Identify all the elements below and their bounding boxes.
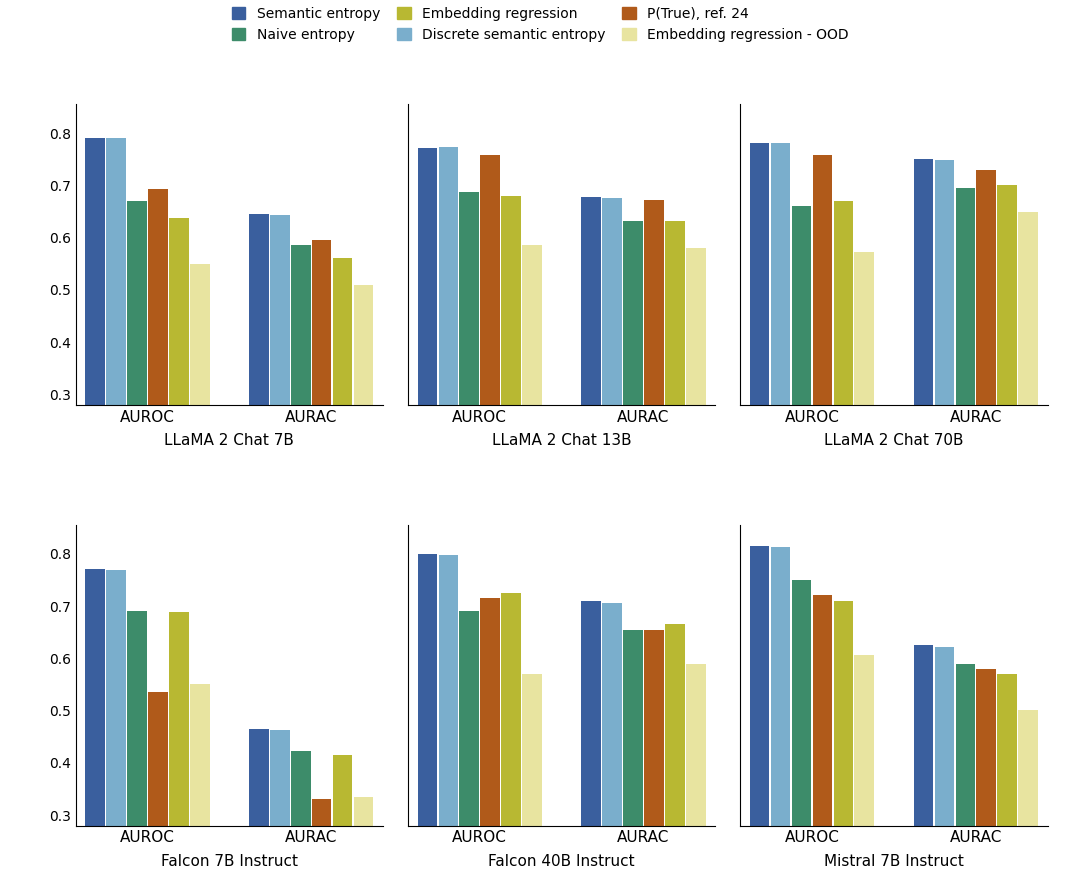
X-axis label: Mistral 7B Instruct: Mistral 7B Instruct <box>824 853 963 869</box>
Bar <box>354 285 374 405</box>
Bar <box>1018 709 1038 826</box>
Bar <box>190 263 210 405</box>
Bar <box>1018 212 1038 405</box>
Bar <box>750 143 769 405</box>
Bar <box>997 674 1017 826</box>
Bar <box>645 629 664 826</box>
Bar <box>854 252 874 405</box>
Bar <box>459 611 478 826</box>
Bar <box>665 221 685 405</box>
Bar <box>603 603 622 826</box>
Bar <box>292 752 311 826</box>
Bar <box>792 580 811 826</box>
Bar <box>481 155 500 405</box>
Bar <box>127 611 147 826</box>
Bar <box>418 148 437 405</box>
X-axis label: LLaMA 2 Chat 7B: LLaMA 2 Chat 7B <box>164 433 295 448</box>
Bar <box>914 645 933 826</box>
Bar <box>249 729 269 826</box>
Bar <box>270 216 289 405</box>
Bar <box>834 600 853 826</box>
Bar <box>834 201 853 405</box>
Bar <box>792 206 811 405</box>
Bar <box>148 189 167 405</box>
Bar <box>686 248 705 405</box>
Bar <box>501 196 521 405</box>
Bar <box>997 185 1017 405</box>
Legend: Semantic entropy, Naive entropy, Embedding regression, Discrete semantic entropy: Semantic entropy, Naive entropy, Embeddi… <box>228 3 852 46</box>
Bar <box>292 245 311 405</box>
Bar <box>976 669 996 826</box>
Bar <box>750 546 769 826</box>
Bar <box>623 221 643 405</box>
Bar <box>354 797 374 826</box>
Bar <box>934 647 954 826</box>
Bar <box>645 200 664 405</box>
Bar <box>481 598 500 826</box>
Bar <box>106 138 126 405</box>
Bar <box>170 218 189 405</box>
Bar <box>956 664 975 826</box>
Bar <box>438 147 458 405</box>
Bar <box>623 629 643 826</box>
Bar <box>771 143 791 405</box>
Bar <box>312 240 332 405</box>
Bar <box>854 654 874 826</box>
Bar <box>603 198 622 405</box>
Bar <box>333 755 352 826</box>
Bar <box>270 730 289 826</box>
Bar <box>812 594 832 826</box>
Bar <box>501 593 521 826</box>
X-axis label: LLaMA 2 Chat 13B: LLaMA 2 Chat 13B <box>491 433 632 448</box>
Bar <box>686 664 705 826</box>
Bar <box>438 554 458 826</box>
Bar <box>127 201 147 405</box>
Bar <box>148 693 167 826</box>
Bar <box>581 196 600 405</box>
X-axis label: Falcon 40B Instruct: Falcon 40B Instruct <box>488 853 635 869</box>
Bar <box>85 138 105 405</box>
Bar <box>459 191 478 405</box>
Bar <box>418 554 437 826</box>
Bar <box>190 685 210 826</box>
Bar <box>249 214 269 405</box>
Bar <box>170 613 189 826</box>
Bar <box>523 245 542 405</box>
Bar <box>333 258 352 405</box>
Bar <box>523 674 542 826</box>
X-axis label: LLaMA 2 Chat 70B: LLaMA 2 Chat 70B <box>824 433 963 448</box>
Bar <box>665 624 685 826</box>
Bar <box>85 569 105 826</box>
Bar <box>581 600 600 826</box>
Bar <box>812 155 832 405</box>
Bar <box>934 160 954 405</box>
Bar <box>914 159 933 405</box>
Bar <box>976 169 996 405</box>
Bar <box>956 188 975 405</box>
Bar <box>312 799 332 826</box>
Bar <box>106 570 126 826</box>
Bar <box>771 547 791 826</box>
X-axis label: Falcon 7B Instruct: Falcon 7B Instruct <box>161 853 298 869</box>
